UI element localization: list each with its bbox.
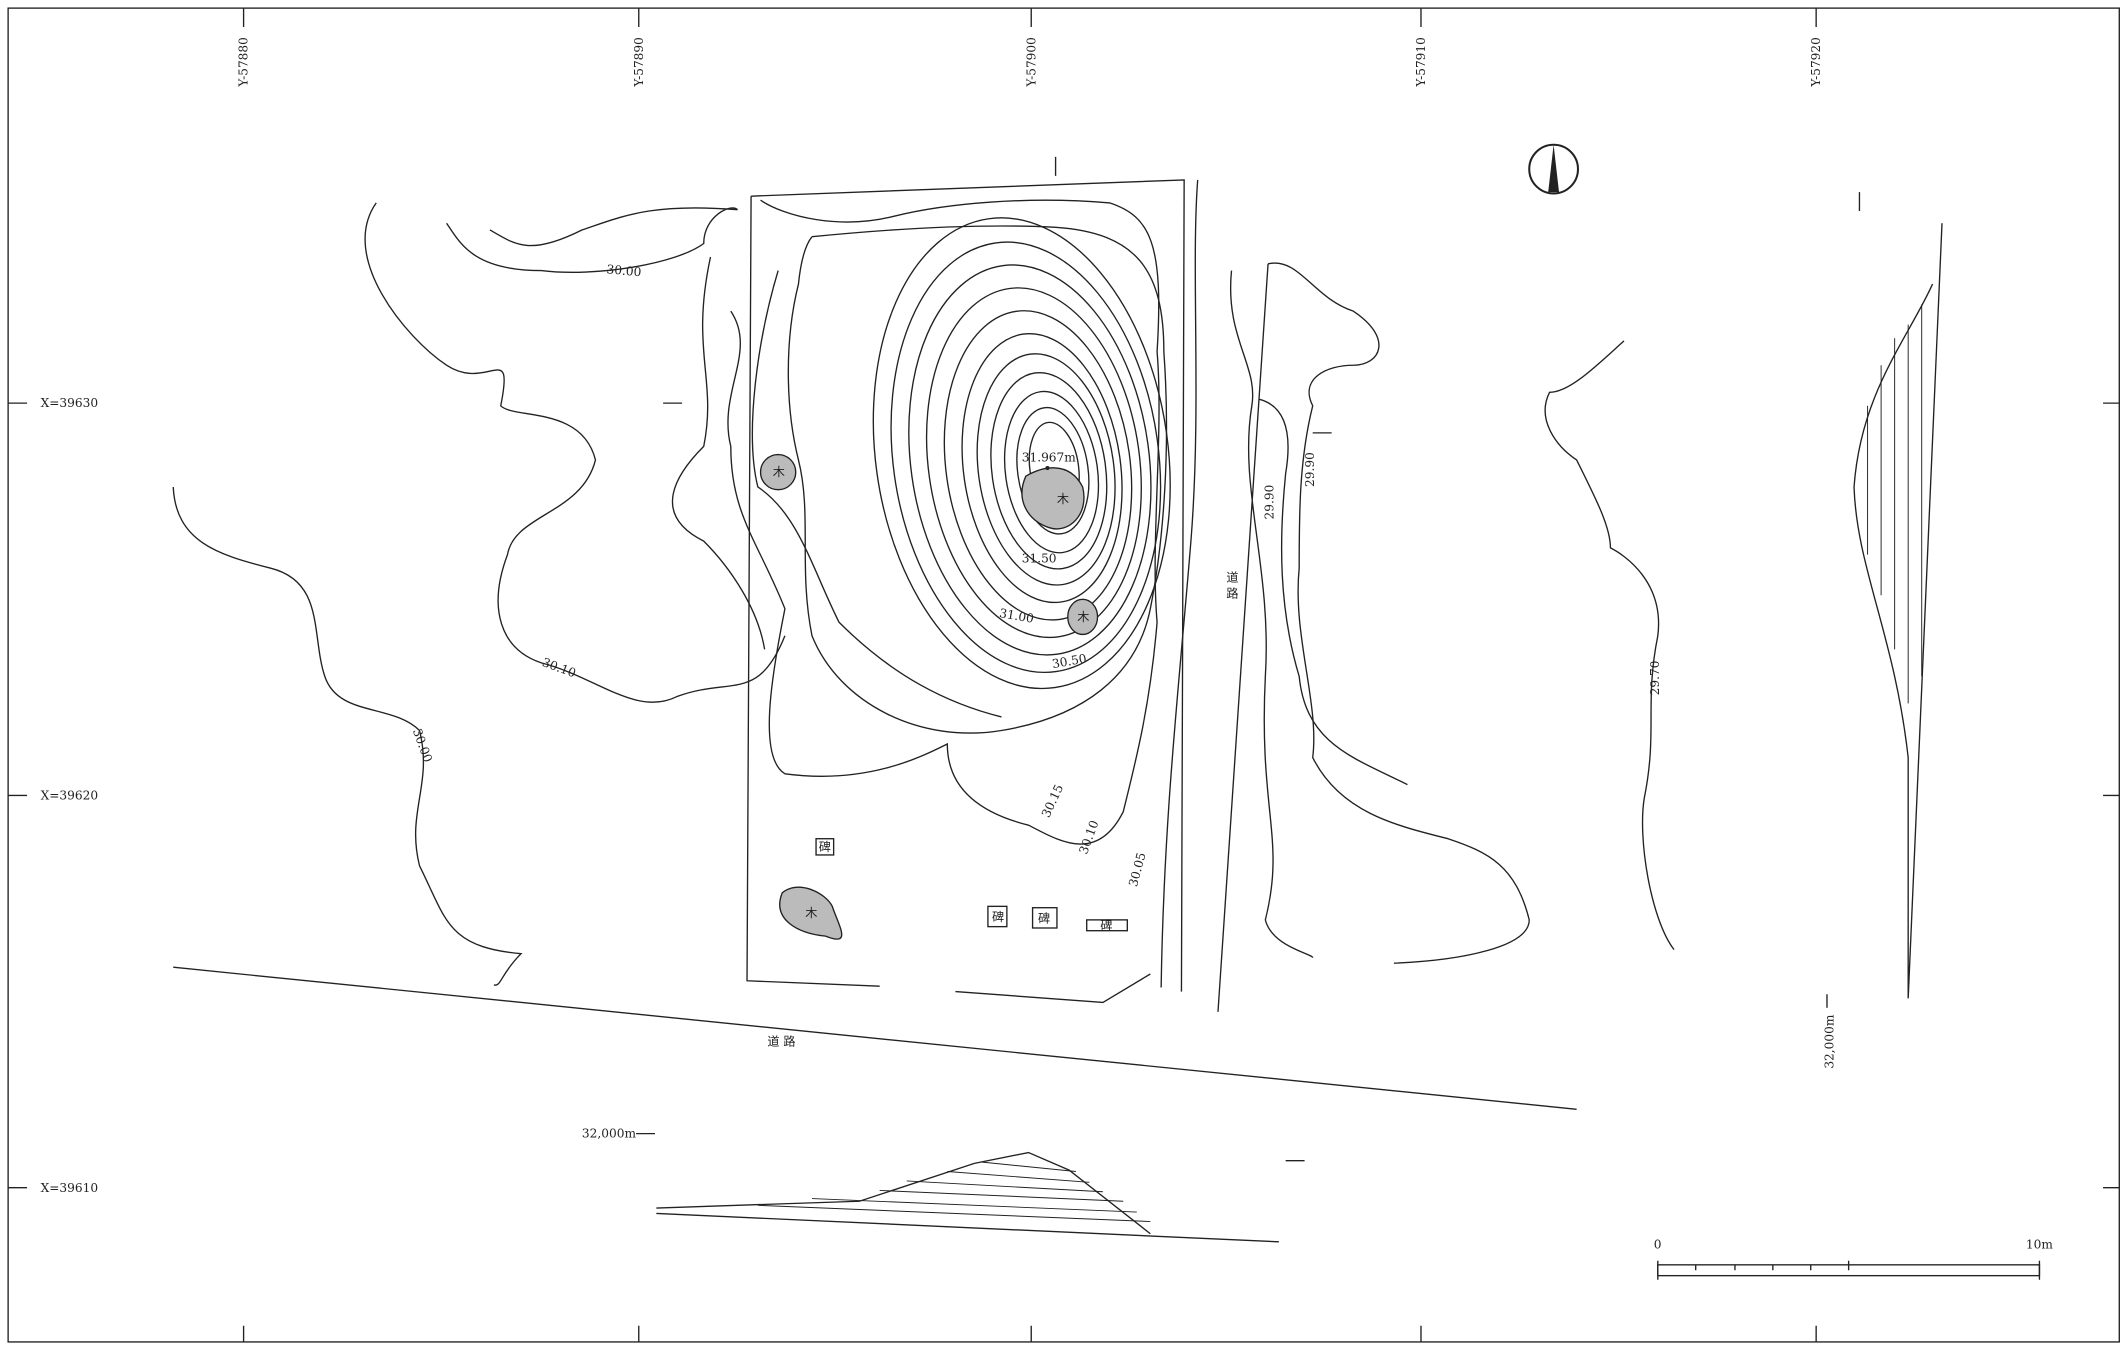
road-label: 道 路 bbox=[1225, 571, 1239, 600]
contour-label: 30.10 bbox=[1076, 818, 1101, 855]
frame bbox=[7, 7, 2120, 1343]
tree-label: 木 bbox=[805, 906, 817, 920]
scale-label: 0 bbox=[1654, 1238, 1662, 1252]
profile-right bbox=[1826, 192, 1943, 1008]
contour-label: 30.15 bbox=[1039, 782, 1066, 819]
contour-label: 29.70 bbox=[1648, 661, 1662, 696]
contour-label: 30.50 bbox=[1051, 651, 1088, 671]
contour-label: 31.50 bbox=[1022, 552, 1057, 566]
contour-label: 30.00 bbox=[606, 262, 642, 279]
contour-label: 30.05 bbox=[1126, 851, 1149, 888]
contour-label: 31.00 bbox=[998, 606, 1035, 626]
road-label: 道 路 bbox=[767, 1034, 795, 1049]
grid-labels: Y-57880 Y-57890 Y-57900 Y-57910 Y-57920 … bbox=[41, 37, 1824, 1195]
grid-label: Y-57900 bbox=[1024, 37, 1038, 87]
north-arrow bbox=[1528, 143, 1579, 195]
monuments bbox=[815, 838, 1128, 932]
tree-label: 木 bbox=[1057, 492, 1069, 506]
profile-label: 32,000m bbox=[582, 1127, 637, 1141]
spot-height: 31.967m bbox=[1022, 450, 1077, 464]
monument-label: 碑 bbox=[1100, 917, 1112, 932]
contour-label: 30.10 bbox=[540, 655, 578, 680]
contour-label: 29.90 bbox=[1303, 452, 1317, 487]
contour-label: 29.90 bbox=[1262, 485, 1276, 520]
tree-label: 木 bbox=[1077, 610, 1089, 624]
scale-label: 10m bbox=[2026, 1238, 2053, 1252]
monument-labels: 碑 碑 碑 碑 bbox=[819, 839, 1113, 932]
grid-label: Y-57890 bbox=[632, 37, 646, 87]
scale-bar bbox=[1657, 1260, 2041, 1280]
monument-label: 碑 bbox=[819, 839, 831, 854]
contours bbox=[172, 179, 1675, 1110]
grid-label: Y-57910 bbox=[1414, 37, 1428, 87]
contour-labels: 30.00 30.10 30.00 31.50 31.00 30.50 30.1… bbox=[410, 262, 1662, 888]
grid-label: X=39610 bbox=[41, 1181, 99, 1195]
grid-label: Y-57880 bbox=[237, 37, 251, 87]
grid-label: X=39620 bbox=[41, 788, 99, 802]
grid-label: X=39630 bbox=[41, 396, 99, 410]
monument-label: 碑 bbox=[992, 909, 1004, 924]
profile-bottom bbox=[636, 1132, 1279, 1243]
profile-label: 32,000m bbox=[1823, 1014, 1837, 1069]
monument-label: 碑 bbox=[1038, 911, 1050, 926]
contour-label: 30.00 bbox=[410, 727, 435, 764]
trees bbox=[759, 453, 1099, 940]
tree-labels: 木 木 木 木 bbox=[773, 465, 1090, 920]
tree-label: 木 bbox=[773, 465, 785, 479]
spot-point bbox=[1045, 466, 1050, 471]
grid-label: Y-57920 bbox=[1809, 37, 1823, 87]
